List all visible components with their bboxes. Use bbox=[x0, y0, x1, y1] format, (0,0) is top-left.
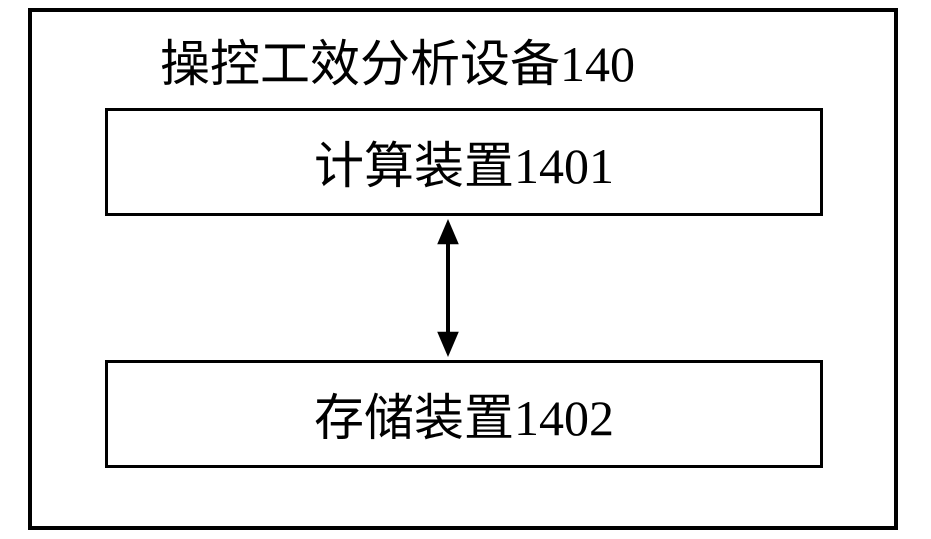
bidirectional-arrow bbox=[426, 219, 470, 357]
node-compute-label: 计算装置1401 bbox=[314, 126, 614, 198]
diagram-title: 操控工效分析设备140 bbox=[160, 24, 635, 96]
node-compute: 计算装置1401 bbox=[105, 108, 823, 216]
node-storage-label: 存储装置1402 bbox=[314, 378, 614, 450]
node-storage: 存储装置1402 bbox=[105, 360, 823, 468]
